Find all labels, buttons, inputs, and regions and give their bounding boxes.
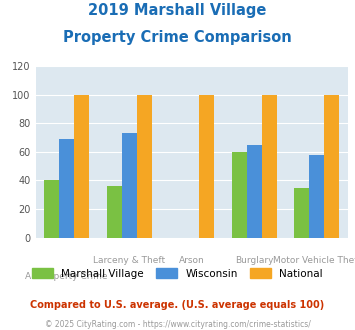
Text: Larceny & Theft: Larceny & Theft — [93, 256, 165, 265]
Text: All Property Crime: All Property Crime — [26, 272, 108, 281]
Bar — [122, 133, 137, 238]
Text: Arson: Arson — [179, 256, 204, 265]
Bar — [262, 95, 277, 238]
Bar — [309, 155, 324, 238]
Bar — [294, 187, 309, 238]
Bar — [59, 139, 74, 238]
Bar — [199, 95, 214, 238]
Text: Compared to U.S. average. (U.S. average equals 100): Compared to U.S. average. (U.S. average … — [31, 300, 324, 310]
Bar — [107, 186, 122, 238]
Bar — [324, 95, 339, 238]
Legend: Marshall Village, Wisconsin, National: Marshall Village, Wisconsin, National — [32, 268, 323, 279]
Bar — [44, 181, 59, 238]
Bar — [74, 95, 89, 238]
Bar — [137, 95, 152, 238]
Text: 2019 Marshall Village: 2019 Marshall Village — [88, 3, 267, 18]
Text: Motor Vehicle Theft: Motor Vehicle Theft — [273, 256, 355, 265]
Text: © 2025 CityRating.com - https://www.cityrating.com/crime-statistics/: © 2025 CityRating.com - https://www.city… — [45, 320, 310, 329]
Bar — [247, 145, 262, 238]
Text: Property Crime Comparison: Property Crime Comparison — [63, 30, 292, 45]
Text: Burglary: Burglary — [235, 256, 273, 265]
Bar — [232, 152, 247, 238]
